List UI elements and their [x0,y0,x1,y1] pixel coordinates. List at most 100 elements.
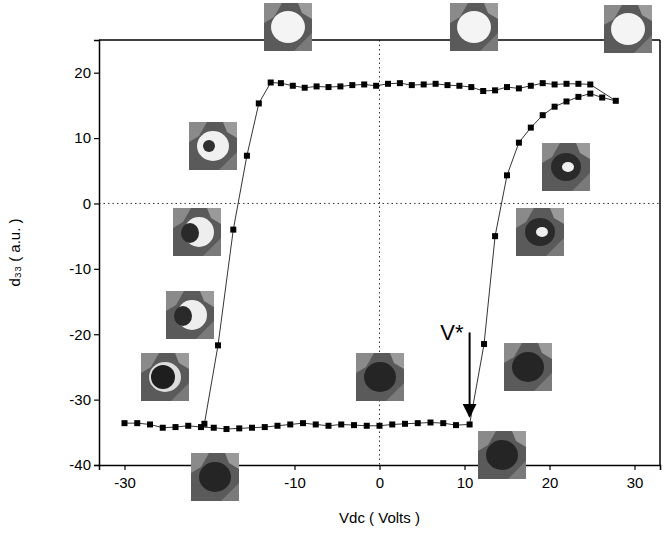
inset-image [478,431,526,479]
tick-mark [549,465,550,470]
inset-image [504,343,552,391]
data-point [528,125,534,131]
data-point [599,95,605,101]
inset-domain [486,440,518,470]
inset-image [166,291,214,339]
data-point [215,342,221,348]
inset-image [189,122,237,170]
inset-ground [516,208,564,256]
data-point [575,81,581,87]
inset-ground [141,353,189,401]
series-line [125,83,616,430]
data-point [468,84,474,90]
data-point [421,81,427,87]
tick: -10 [284,465,306,491]
data-point [467,421,473,427]
inset-ground [478,431,526,479]
data-point [262,424,268,430]
tick-mark [94,138,99,139]
data-point [256,100,262,106]
data-point [268,80,274,86]
inset-domain [197,131,229,161]
tick: 20 [74,64,99,81]
data-point [504,84,510,90]
tick-label: -10 [284,474,306,491]
data-point [185,423,191,429]
tick-mark [94,203,99,204]
data-point [481,341,487,347]
data-point [409,82,415,88]
data-point [516,85,522,91]
data-point [351,422,357,428]
data-point [349,82,355,88]
data-point [287,421,293,427]
data-point [389,421,395,427]
data-point [236,425,242,431]
data-point [385,81,391,87]
inset-domain [611,13,645,45]
tick-label: -20 [69,326,91,343]
inset-domain [203,140,215,152]
tick-mark [379,465,380,470]
data-point [480,88,486,94]
tick: -20 [69,326,99,343]
reference-line [99,203,660,204]
inset-grain [538,343,552,359]
y-axis-title: d₃₃ ( a.u. ) [6,218,23,286]
tick-label: 20 [74,64,91,81]
axis-line [94,41,100,466]
data-point [314,83,320,89]
data-point [326,84,332,90]
tick: -40 [69,456,99,473]
tick: 10 [74,129,99,146]
inset-ground [173,208,221,256]
tick-mark [634,465,635,470]
tick-label: 10 [74,129,91,146]
y-axis: -40-30-20-1001020 [69,41,99,474]
inset-grain [225,453,239,469]
inset-image [356,353,404,401]
data-point [377,423,383,429]
data-point [373,83,379,89]
inset-domain [525,218,555,246]
reference-lines [99,40,660,465]
inset-grain [223,122,237,138]
inset-domain [551,153,581,181]
inset-ground [264,3,312,51]
inset-image [191,453,239,501]
data-point [224,426,230,432]
tick: 30 [627,465,644,491]
data-point [302,85,308,91]
data-point [456,83,462,89]
data-point [173,424,179,430]
data-point [540,112,546,118]
tick-label: -30 [69,391,91,408]
data-point [122,420,128,426]
tick: 0 [83,195,99,212]
tick: 10 [457,465,474,491]
data-point [397,80,403,86]
inset-ground [504,343,552,391]
inset-ground [450,3,498,51]
annotation-text: V* [440,320,464,345]
inset-image [141,353,189,401]
data-marks [122,80,619,433]
data-point [564,81,570,87]
annotation-arrow [469,332,471,416]
tick-mark [464,465,465,470]
inset-domain [199,462,231,492]
inset-domain [457,11,491,43]
inset-image [542,143,590,191]
x-axis: -30-20-100102030 [100,465,661,491]
tick-mark [94,465,99,466]
data-point [428,420,434,426]
data-point [364,423,370,429]
inset-image [516,208,564,256]
tick-label: -40 [69,456,91,473]
tick: 0 [376,465,384,491]
inset-domain [271,11,305,43]
data-point [575,94,581,100]
data-point [402,421,408,427]
plot-area: -30-20-100102030-40-30-20-1001020V* [69,40,660,491]
data-point [453,422,459,428]
